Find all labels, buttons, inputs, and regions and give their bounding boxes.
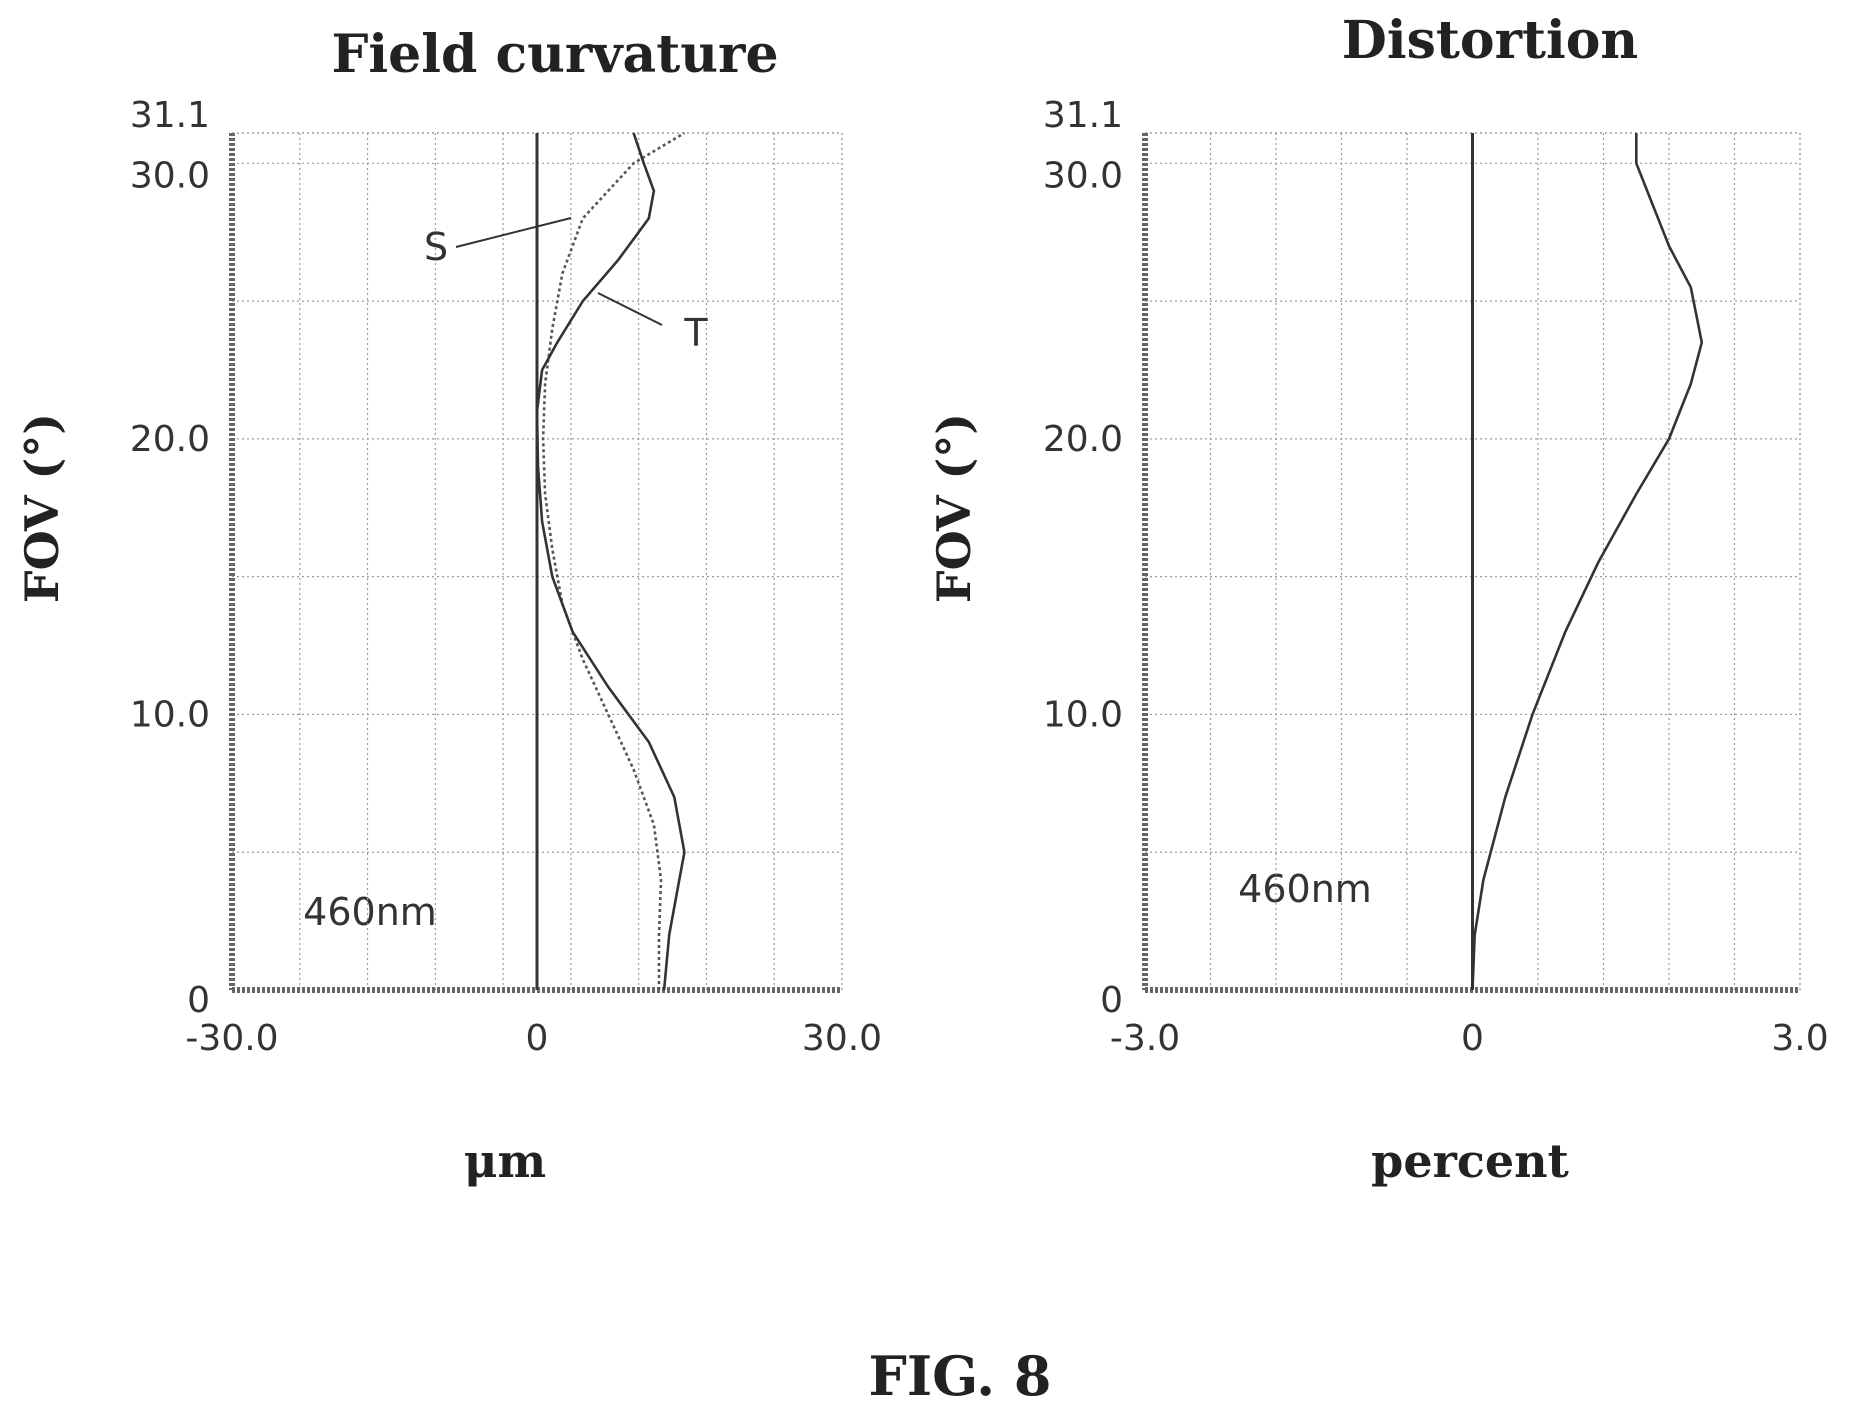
y-tick-label: 31.1	[1043, 95, 1123, 136]
leader-line-s	[455, 217, 572, 248]
y-tick-label: 30.0	[130, 155, 210, 196]
series-line-distortion	[1471, 133, 1704, 991]
y-axis-label: FOV (°)	[15, 413, 69, 603]
y-tick-label: 0	[1100, 980, 1123, 1021]
y-tick-label: 10.0	[1043, 694, 1123, 735]
curves	[1471, 133, 1704, 991]
chart-title: Distortion	[1342, 10, 1639, 71]
curves	[535, 131, 686, 991]
y-tick-label: 20.0	[1043, 419, 1123, 460]
series-label-t: T	[683, 311, 708, 355]
distortion-chart: Distortion FOV (°) percent 460nm -3.0 0 3.…	[927, 10, 1829, 1188]
series-label-s: S	[424, 225, 448, 269]
grid	[1142, 132, 1801, 993]
wavelength-annotation: 460nm	[1238, 867, 1372, 911]
chart-title: Field curvature	[331, 24, 778, 85]
x-axis-label: μm	[464, 1134, 546, 1188]
y-tick-label: 20.0	[130, 419, 210, 460]
grid	[229, 132, 843, 993]
field-curvature-chart: Field curvature FOV (°) μm 460nm -30.0 0 3…	[15, 24, 882, 1188]
x-tick-label: -30.0	[185, 1018, 278, 1059]
series-line-s	[541, 131, 686, 990]
x-tick-label: 0	[1461, 1018, 1484, 1059]
x-tick-label: 3.0	[1771, 1018, 1828, 1059]
y-tick-label: 10.0	[130, 694, 210, 735]
figure-caption: FIG. 8	[869, 1344, 1052, 1408]
y-tick-label: 31.1	[130, 95, 210, 136]
y-axis-label: FOV (°)	[927, 413, 981, 603]
y-tick-label: 30.0	[1043, 155, 1123, 196]
x-tick-label: -3.0	[1110, 1018, 1180, 1059]
x-tick-label: 30.0	[802, 1018, 882, 1059]
x-axis-label: percent	[1371, 1134, 1569, 1188]
leader-line-t	[597, 292, 663, 326]
series-line-t	[535, 132, 686, 991]
y-tick-label: 0	[187, 980, 210, 1021]
wavelength-annotation: 460nm	[303, 890, 437, 934]
x-tick-label: 0	[526, 1018, 549, 1059]
